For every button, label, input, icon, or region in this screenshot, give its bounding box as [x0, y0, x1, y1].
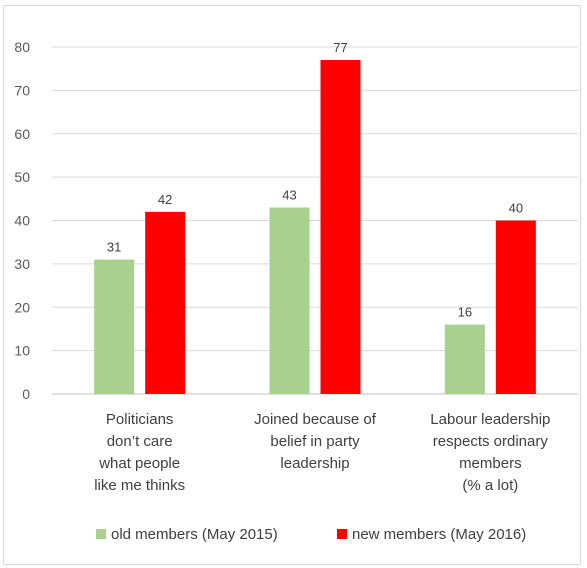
category-label: Politicians don’t care what people like me …: [94, 411, 185, 494]
category-label-line: Joined because of: [254, 411, 377, 428]
y-tick-label: 80: [14, 39, 30, 55]
data-labels: 31 42 43 77 16 40: [107, 40, 523, 320]
category-label-line: leadership: [280, 455, 349, 472]
category-label-line: like me thinks: [94, 477, 185, 494]
category-label-line: don’t care: [107, 433, 173, 450]
y-tick-label: 40: [14, 213, 30, 229]
category-label-line: belief in party: [270, 433, 360, 450]
bar: [269, 207, 310, 394]
data-label: 77: [333, 40, 347, 55]
bar: [94, 259, 135, 394]
category-labels: Politicians don’t care what people like me …: [94, 411, 550, 494]
legend-swatch: [337, 529, 347, 539]
bars: [94, 60, 536, 394]
category-label-line: members: [459, 455, 522, 472]
category-label-line: respects ordinary: [433, 433, 549, 450]
category-label-line: (% a lot): [462, 477, 518, 494]
bar-chart: 0 10 20 30 40 50 60 70 80 31 42 43 77 16 40 Politicia…: [14, 39, 578, 543]
data-label: 40: [509, 201, 523, 216]
data-label: 43: [282, 187, 296, 202]
gridlines: [52, 46, 578, 352]
axes: 0 10 20 30 40 50 60 70 80: [14, 39, 578, 402]
y-tick-label: 70: [14, 82, 30, 98]
y-tick-label: 30: [14, 256, 30, 272]
y-tick-label: 10: [14, 343, 30, 359]
legend-label: new members (May 2016): [352, 526, 526, 543]
category-label: Joined because of belief in party leadersh…: [254, 411, 377, 472]
category-label-line: what people: [98, 455, 180, 472]
y-tick-label: 50: [14, 169, 30, 185]
chart-frame: 0 10 20 30 40 50 60 70 80 31 42 43 77 16 40 Politicia…: [3, 5, 581, 565]
category-label: Labour leadership respects ordinary member…: [430, 411, 550, 494]
bar: [444, 324, 485, 394]
legend-label: old members (May 2015): [111, 526, 278, 543]
y-tick-label: 0: [22, 386, 30, 402]
legend: old members (May 2015) new members (May 2…: [96, 526, 526, 543]
bar: [320, 60, 361, 394]
y-tick-label: 60: [14, 126, 30, 142]
y-tick-label: 20: [14, 299, 30, 315]
bar: [495, 220, 536, 394]
data-label: 31: [107, 240, 121, 255]
data-label: 16: [458, 305, 472, 320]
data-label: 42: [158, 192, 172, 207]
category-label-line: Labour leadership: [430, 411, 550, 428]
category-label-line: Politicians: [106, 411, 174, 428]
bar: [145, 211, 186, 394]
legend-swatch: [96, 529, 106, 539]
